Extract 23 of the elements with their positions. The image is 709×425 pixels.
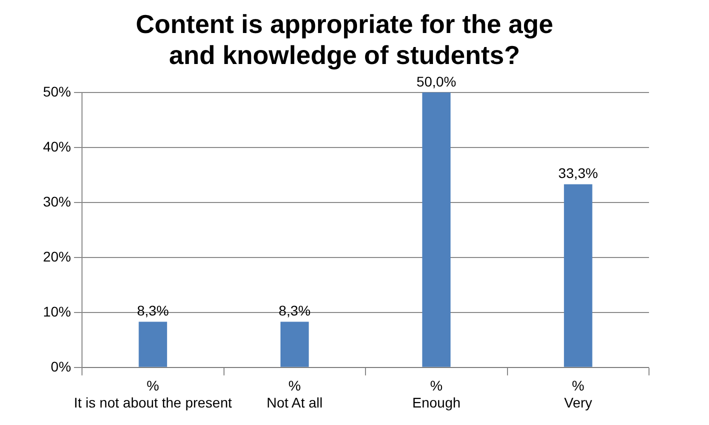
x-tick-label: It is not about the present — [74, 394, 232, 410]
text: % — [572, 378, 584, 394]
bar — [280, 322, 309, 367]
x-tick-label: Very — [564, 394, 592, 410]
bar — [422, 92, 451, 367]
y-tick-label: 30% — [42, 193, 72, 210]
text: % — [430, 378, 443, 394]
data-label: 50,0% — [416, 73, 456, 90]
x-tick-label: Not At all — [266, 394, 323, 410]
data-label: 8,3% — [278, 302, 311, 319]
bar — [564, 184, 592, 367]
y-tick-label: 50% — [42, 83, 72, 100]
y-tick-label: 20% — [42, 248, 72, 264]
y-tick-label: 0% — [50, 358, 72, 374]
y-tick-label: 10% — [42, 303, 72, 320]
text: % — [288, 378, 301, 394]
x-tick-label: Enough — [412, 394, 461, 410]
data-label: 33,3% — [558, 165, 598, 182]
bar — [138, 322, 168, 367]
y-tick-label: 40% — [42, 138, 72, 154]
chart-title: Content is appropriate for the age and knowledge of students? — [136, 8, 554, 70]
data-label: 8,3% — [136, 302, 169, 319]
series-label: % — [146, 378, 160, 394]
